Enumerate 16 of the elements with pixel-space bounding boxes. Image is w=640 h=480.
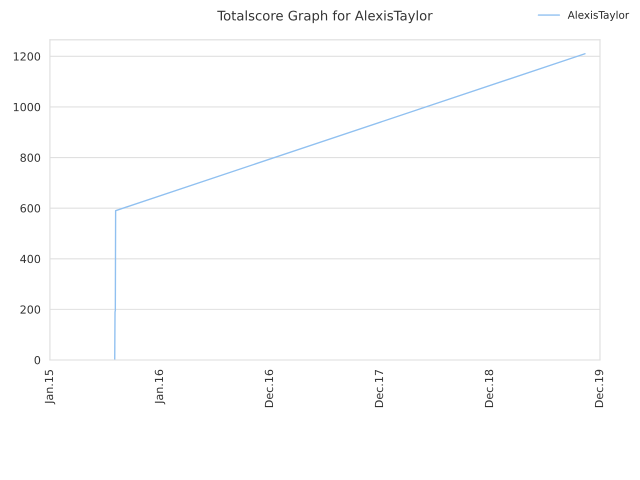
x-tick-label: Dec.19 bbox=[594, 370, 604, 408]
x-tick-label: Jan.15 bbox=[44, 370, 56, 404]
y-tick-label: 0 bbox=[34, 356, 40, 364]
line-series bbox=[114, 53, 586, 360]
y-tick-label: 200 bbox=[20, 305, 40, 314]
y-tick-label: 800 bbox=[20, 154, 40, 162]
chart-title: Totalscore Graph for AlexisTaylor bbox=[217, 10, 433, 24]
x-tick-label: Dec.16 bbox=[264, 370, 274, 408]
x-tick-label: Jan.16 bbox=[154, 370, 166, 404]
y-tick-label: 400 bbox=[20, 254, 40, 264]
x-tick-label: Dec.17 bbox=[374, 370, 384, 408]
y-tick-label: 1200 bbox=[14, 52, 40, 61]
y-tick-label: 600 bbox=[20, 204, 40, 213]
y-tick-label: 1000 bbox=[14, 102, 40, 112]
x-tick-label: Dec.18 bbox=[484, 370, 494, 408]
legend-label: AlexisTaylor bbox=[568, 10, 630, 21]
